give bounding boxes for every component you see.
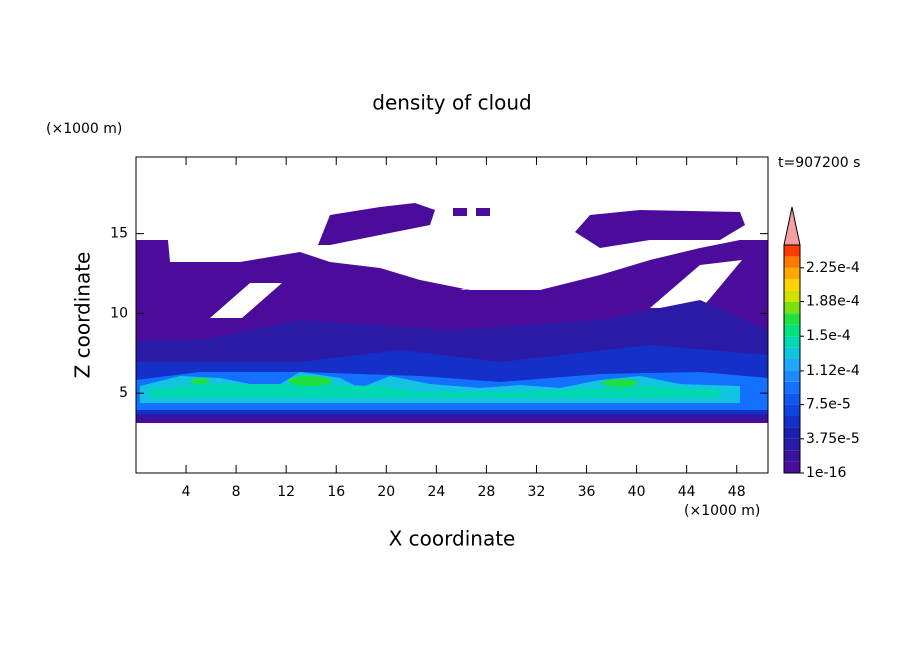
- colorbar-segment: [784, 267, 800, 280]
- colorbar-segment: [784, 404, 800, 416]
- colorbar-segment: [784, 279, 800, 291]
- x-tick-label: 48: [728, 484, 746, 500]
- colorbar-segment: [784, 313, 800, 325]
- colorbar-tick-label: 1.5e-4: [806, 328, 851, 344]
- y-axis-label: Z coordinate: [71, 252, 95, 379]
- x-tick-label: 24: [427, 484, 445, 500]
- colorbar-segment: [784, 370, 800, 382]
- colorbar-segment: [784, 427, 800, 439]
- x-tick-label: 28: [478, 484, 496, 500]
- colorbar-segment: [784, 302, 800, 314]
- y-tick-label: 10: [110, 305, 128, 321]
- colorbar-tick-label: 7.5e-5: [806, 397, 851, 413]
- colorbar-segment: [784, 393, 800, 405]
- x-tick-label: 20: [377, 484, 395, 500]
- x-axis-label: X coordinate: [389, 527, 516, 551]
- x-tick-label: 36: [578, 484, 596, 500]
- colorbar-segment: [784, 290, 800, 302]
- colorbar-segment: [784, 461, 800, 473]
- colorbar-tick-label: 3.75e-5: [806, 431, 860, 447]
- colorbar-segment: [784, 347, 800, 359]
- x-unit: (×1000 m): [684, 503, 760, 519]
- colorbar-tick-label: 2.25e-4: [806, 260, 860, 276]
- colorbar-frame: [783, 244, 801, 474]
- y-unit: (×1000 m): [46, 121, 122, 137]
- x-tick-label: 12: [277, 484, 295, 500]
- colorbar-tick-label: 1.12e-4: [806, 363, 860, 379]
- x-tick-label: 16: [327, 484, 345, 500]
- y-tick-label: 5: [119, 385, 128, 401]
- colorbar-tick-label: 1e-16: [806, 465, 846, 481]
- x-tick-label: 44: [678, 484, 696, 500]
- colorbar-segment: [784, 381, 800, 394]
- contour-field: [136, 203, 768, 423]
- colorbar-segment: [784, 324, 800, 337]
- colorbar-segment: [784, 245, 800, 257]
- colorbar-segment: [784, 416, 800, 428]
- time-annotation: t=907200 s: [778, 155, 860, 171]
- colorbar-segment: [784, 336, 800, 348]
- x-tick-label: 40: [628, 484, 646, 500]
- colorbar-segment: [784, 450, 800, 462]
- y-tick-label: 15: [110, 226, 128, 242]
- plot-frame: [135, 156, 769, 474]
- colorbar-segment: [784, 359, 800, 371]
- x-tick-label: 4: [182, 484, 191, 500]
- x-tick-label: 32: [528, 484, 546, 500]
- colorbar-tick-label: 1.88e-4: [806, 294, 860, 310]
- colorbar-segment: [784, 438, 800, 451]
- colorbar-segment: [784, 256, 800, 268]
- x-tick-label: 8: [232, 484, 241, 500]
- chart-title: density of cloud: [372, 91, 531, 115]
